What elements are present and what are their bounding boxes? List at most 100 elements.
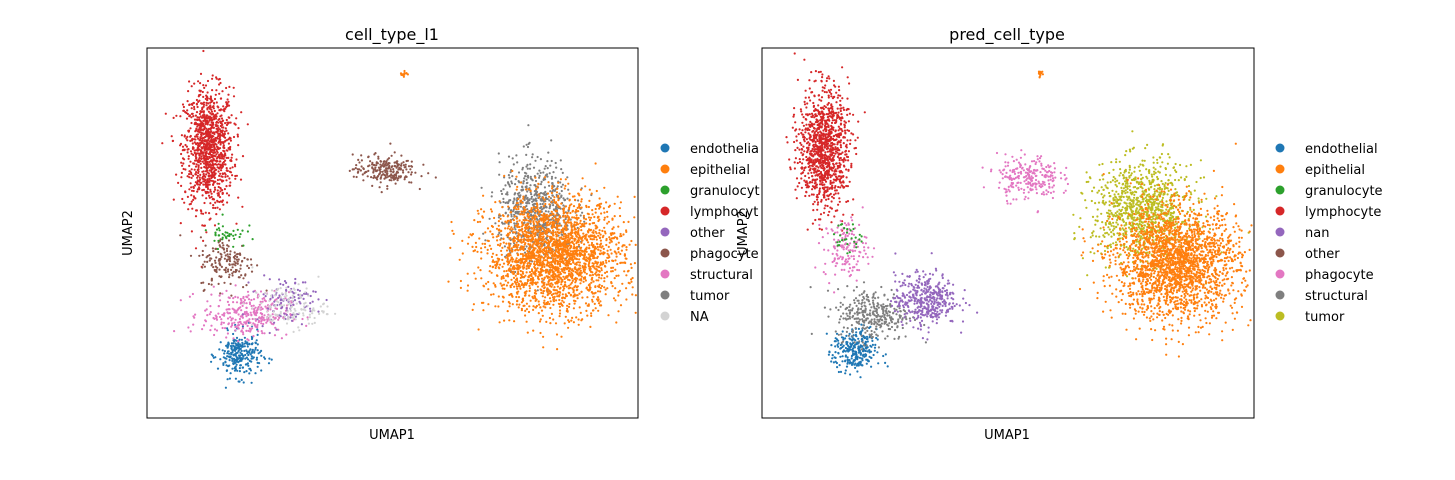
scatter-point-lymphocyte <box>191 147 194 150</box>
scatter-point-tumor <box>539 171 542 174</box>
scatter-point-epithelial <box>571 316 574 319</box>
scatter-point-endothelial <box>210 360 213 363</box>
scatter-point-granulocyte <box>221 225 224 228</box>
scatter-point-phagocyte <box>228 276 231 279</box>
scatter-point-epithelial <box>590 192 593 195</box>
scatter-point-structural <box>239 320 242 323</box>
scatter-point-NA <box>291 294 294 297</box>
scatter-point-structural <box>271 313 274 316</box>
scatter-point-other <box>296 288 299 291</box>
scatter-point-lymphocyte <box>193 108 196 111</box>
scatter-point-tumor <box>502 200 505 204</box>
scatter-point-phagocyte <box>380 174 383 177</box>
scatter-point-epithelial <box>475 245 478 249</box>
scatter-point-epithelial <box>466 272 469 275</box>
scatter-point-epithelial <box>492 259 495 262</box>
scatter-point-epithelial <box>564 214 567 218</box>
scatter-point-epithelial <box>509 284 512 287</box>
scatter-point-epithelial <box>567 291 570 294</box>
scatter-point-NA <box>295 302 298 305</box>
scatter-point-structural <box>227 303 231 306</box>
scatter-point-epithelial <box>488 270 491 273</box>
scatter-point-lymphocyte <box>181 149 184 152</box>
scatter-point-NA <box>253 317 256 321</box>
scatter-point-other <box>247 281 250 284</box>
scatter-point-lymphocyte <box>203 86 206 89</box>
scatter-point-NA <box>311 309 314 312</box>
scatter-point-epithelial <box>613 236 617 239</box>
scatter-point-epithelial <box>540 309 544 312</box>
scatter-point-epithelial <box>515 303 519 306</box>
scatter-point-phagocyte <box>229 253 232 256</box>
scatter-point-phagocyte <box>377 157 380 160</box>
scatter-point-epithelial <box>521 253 524 256</box>
scatter-point-epithelial <box>593 251 597 254</box>
scatter-point-epithelial <box>576 254 579 257</box>
scatter-point-epithelial <box>634 311 637 314</box>
scatter-point-epithelial <box>556 285 560 288</box>
scatter-point-epithelial <box>595 298 599 301</box>
scatter-point-structural <box>242 333 245 336</box>
scatter-point-endothelial <box>240 338 243 341</box>
scatter-point-epithelial <box>602 234 605 237</box>
scatter-point-epithelial <box>591 250 595 253</box>
scatter-point-lymphocyte <box>179 142 183 145</box>
scatter-point-epithelial <box>537 312 540 315</box>
scatter-point-epithelial <box>535 263 539 266</box>
scatter-point-lymphocyte <box>221 157 224 160</box>
scatter-point-NA <box>298 329 301 332</box>
scatter-point-epithelial <box>539 261 542 264</box>
scatter-point-other <box>300 323 303 326</box>
scatter-point-epithelial <box>542 212 546 215</box>
scatter-point-epithelial <box>533 218 537 221</box>
scatter-point-lymphocyte <box>214 151 217 154</box>
scatter-point-other <box>282 283 285 286</box>
scatter-point-lymphocyte <box>215 160 218 163</box>
scatter-point-lymphocyte <box>215 168 218 171</box>
scatter-point-epithelial <box>606 210 609 213</box>
scatter-point-epithelial <box>523 206 526 209</box>
scatter-point-endothelial <box>222 362 225 365</box>
scatter-point-structural <box>273 334 277 337</box>
scatter-point-epithelial <box>539 229 542 232</box>
scatter-point-lymphocyte <box>220 175 223 178</box>
scatter-point-tumor <box>512 202 515 205</box>
scatter-point-lymphocyte <box>206 178 209 181</box>
scatter-point-phagocyte <box>209 257 212 260</box>
scatter-point-lymphocyte <box>208 151 211 154</box>
scatter-point-lymphocyte <box>195 98 198 102</box>
scatter-point-lymphocyte <box>197 137 200 140</box>
scatter-point-epithelial <box>515 241 518 244</box>
scatter-point-epithelial <box>617 294 620 297</box>
scatter-point-epithelial <box>546 288 549 291</box>
scatter-point-NA <box>300 296 303 299</box>
scatter-point-structural <box>235 301 239 304</box>
scatter-point-epithelial <box>532 206 536 209</box>
scatter-point-phagocyte <box>375 169 379 172</box>
scatter-point-tumor <box>539 198 543 201</box>
scatter-point-epithelial <box>592 246 595 249</box>
scatter-point-lymphocyte <box>218 155 221 158</box>
scatter-point-epithelial <box>576 218 579 221</box>
scatter-point-endothelial <box>227 341 230 344</box>
scatter-point-structural <box>258 303 261 306</box>
scatter-point-epithelial <box>562 231 565 234</box>
scatter-point-epithelial <box>520 229 523 232</box>
scatter-point-epithelial <box>551 217 554 220</box>
scatter-point-phagocyte <box>373 153 376 156</box>
scatter-point-epithelial <box>593 215 596 219</box>
scatter-point-lymphocyte <box>190 121 193 125</box>
scatter-point-lymphocyte <box>202 183 205 186</box>
scatter-point-lymphocyte <box>180 171 183 174</box>
scatter-point-epithelial <box>482 194 485 197</box>
scatter-point-tumor <box>528 167 532 170</box>
scatter-point-phagocyte <box>372 163 375 166</box>
scatter-point-tumor <box>548 205 552 208</box>
scatter-point-endothelial <box>226 329 229 332</box>
scatter-point-phagocyte <box>383 160 386 163</box>
scatter-point-lymphocyte <box>180 176 183 179</box>
scatter-point-epithelial <box>592 280 595 283</box>
scatter-point-epithelial <box>592 257 595 260</box>
scatter-point-epithelial <box>604 259 608 262</box>
scatter-point-epithelial <box>599 239 603 242</box>
